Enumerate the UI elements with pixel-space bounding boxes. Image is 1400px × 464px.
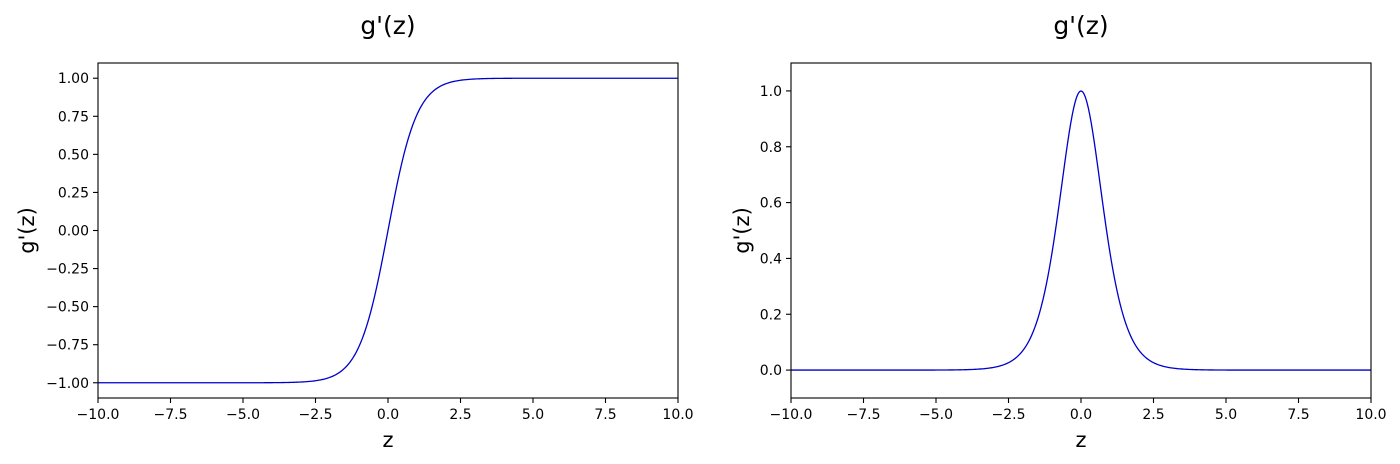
y-tick-label: 1.00 — [58, 71, 89, 87]
x-tick-label: 10.0 — [1355, 407, 1386, 423]
y-tick-label: 0.0 — [760, 363, 782, 379]
x-tick-label: 0.0 — [377, 407, 399, 423]
x-tick-label: −7.5 — [847, 407, 881, 423]
chart-title: g'(z) — [1053, 11, 1108, 40]
y-axis-label: g'(z) — [15, 207, 39, 254]
y-tick-label: 1.0 — [760, 84, 782, 100]
x-tick-label: −2.5 — [992, 407, 1026, 423]
y-tick-label: 0.00 — [58, 224, 89, 240]
x-tick-label: −10.0 — [77, 407, 120, 423]
y-tick-label: −0.75 — [46, 338, 89, 354]
y-tick-label: −0.25 — [46, 262, 89, 278]
x-tick-label: 7.5 — [1287, 407, 1309, 423]
chart-title: g'(z) — [360, 11, 415, 40]
y-tick-label: 0.50 — [58, 147, 89, 163]
y-tick-label: −0.50 — [46, 300, 89, 316]
y-tick-label: 0.2 — [760, 307, 782, 323]
x-tick-label: 5.0 — [1215, 407, 1237, 423]
x-axis-label: z — [1075, 428, 1086, 452]
x-tick-label: −5.0 — [226, 407, 260, 423]
y-tick-label: 0.6 — [760, 196, 782, 212]
x-tick-label: −5.0 — [919, 407, 953, 423]
y-tick-label: 0.75 — [58, 109, 89, 125]
y-tick-label: 0.25 — [58, 185, 89, 201]
x-axis-label: z — [382, 428, 393, 452]
x-tick-label: 5.0 — [522, 407, 544, 423]
x-tick-label: −10.0 — [770, 407, 813, 423]
x-tick-label: 7.5 — [594, 407, 616, 423]
x-tick-label: −2.5 — [299, 407, 333, 423]
y-tick-label: 0.4 — [760, 251, 782, 267]
x-tick-label: −7.5 — [154, 407, 188, 423]
x-tick-label: 0.0 — [1070, 407, 1092, 423]
x-tick-label: 2.5 — [449, 407, 471, 423]
y-tick-label: 0.8 — [760, 140, 782, 156]
x-tick-label: 2.5 — [1142, 407, 1164, 423]
y-tick-label: −1.00 — [46, 376, 89, 392]
y-axis-label: g'(z) — [730, 207, 754, 254]
x-tick-label: 10.0 — [662, 407, 693, 423]
